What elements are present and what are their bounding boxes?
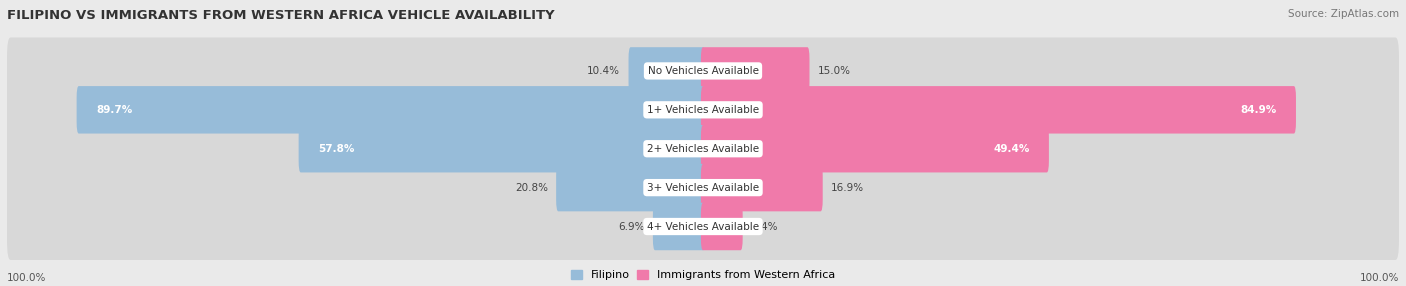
Text: 1+ Vehicles Available: 1+ Vehicles Available: [647, 105, 759, 115]
FancyBboxPatch shape: [7, 37, 1399, 104]
FancyBboxPatch shape: [7, 76, 1399, 143]
FancyBboxPatch shape: [76, 86, 704, 134]
Text: 10.4%: 10.4%: [588, 66, 620, 76]
Text: 89.7%: 89.7%: [96, 105, 132, 115]
Text: 100.0%: 100.0%: [1360, 273, 1399, 283]
FancyBboxPatch shape: [702, 203, 742, 250]
Text: Source: ZipAtlas.com: Source: ZipAtlas.com: [1288, 9, 1399, 19]
Text: No Vehicles Available: No Vehicles Available: [648, 66, 758, 76]
Text: 57.8%: 57.8%: [318, 144, 354, 154]
Text: 6.9%: 6.9%: [619, 222, 644, 231]
FancyBboxPatch shape: [702, 125, 1049, 172]
FancyBboxPatch shape: [702, 47, 810, 95]
Text: 15.0%: 15.0%: [818, 66, 851, 76]
Text: 49.4%: 49.4%: [993, 144, 1029, 154]
FancyBboxPatch shape: [7, 193, 1399, 260]
Text: 2+ Vehicles Available: 2+ Vehicles Available: [647, 144, 759, 154]
FancyBboxPatch shape: [298, 125, 704, 172]
Text: 16.9%: 16.9%: [831, 183, 865, 192]
Legend: Filipino, Immigrants from Western Africa: Filipino, Immigrants from Western Africa: [571, 270, 835, 281]
Text: 20.8%: 20.8%: [515, 183, 548, 192]
FancyBboxPatch shape: [557, 164, 704, 211]
Text: 4+ Vehicles Available: 4+ Vehicles Available: [647, 222, 759, 231]
FancyBboxPatch shape: [7, 115, 1399, 182]
Text: FILIPINO VS IMMIGRANTS FROM WESTERN AFRICA VEHICLE AVAILABILITY: FILIPINO VS IMMIGRANTS FROM WESTERN AFRI…: [7, 9, 554, 21]
FancyBboxPatch shape: [652, 203, 704, 250]
Text: 84.9%: 84.9%: [1240, 105, 1277, 115]
Text: 100.0%: 100.0%: [7, 273, 46, 283]
Text: 5.4%: 5.4%: [751, 222, 778, 231]
FancyBboxPatch shape: [702, 164, 823, 211]
Text: 3+ Vehicles Available: 3+ Vehicles Available: [647, 183, 759, 192]
FancyBboxPatch shape: [7, 154, 1399, 221]
FancyBboxPatch shape: [628, 47, 704, 95]
FancyBboxPatch shape: [702, 86, 1296, 134]
